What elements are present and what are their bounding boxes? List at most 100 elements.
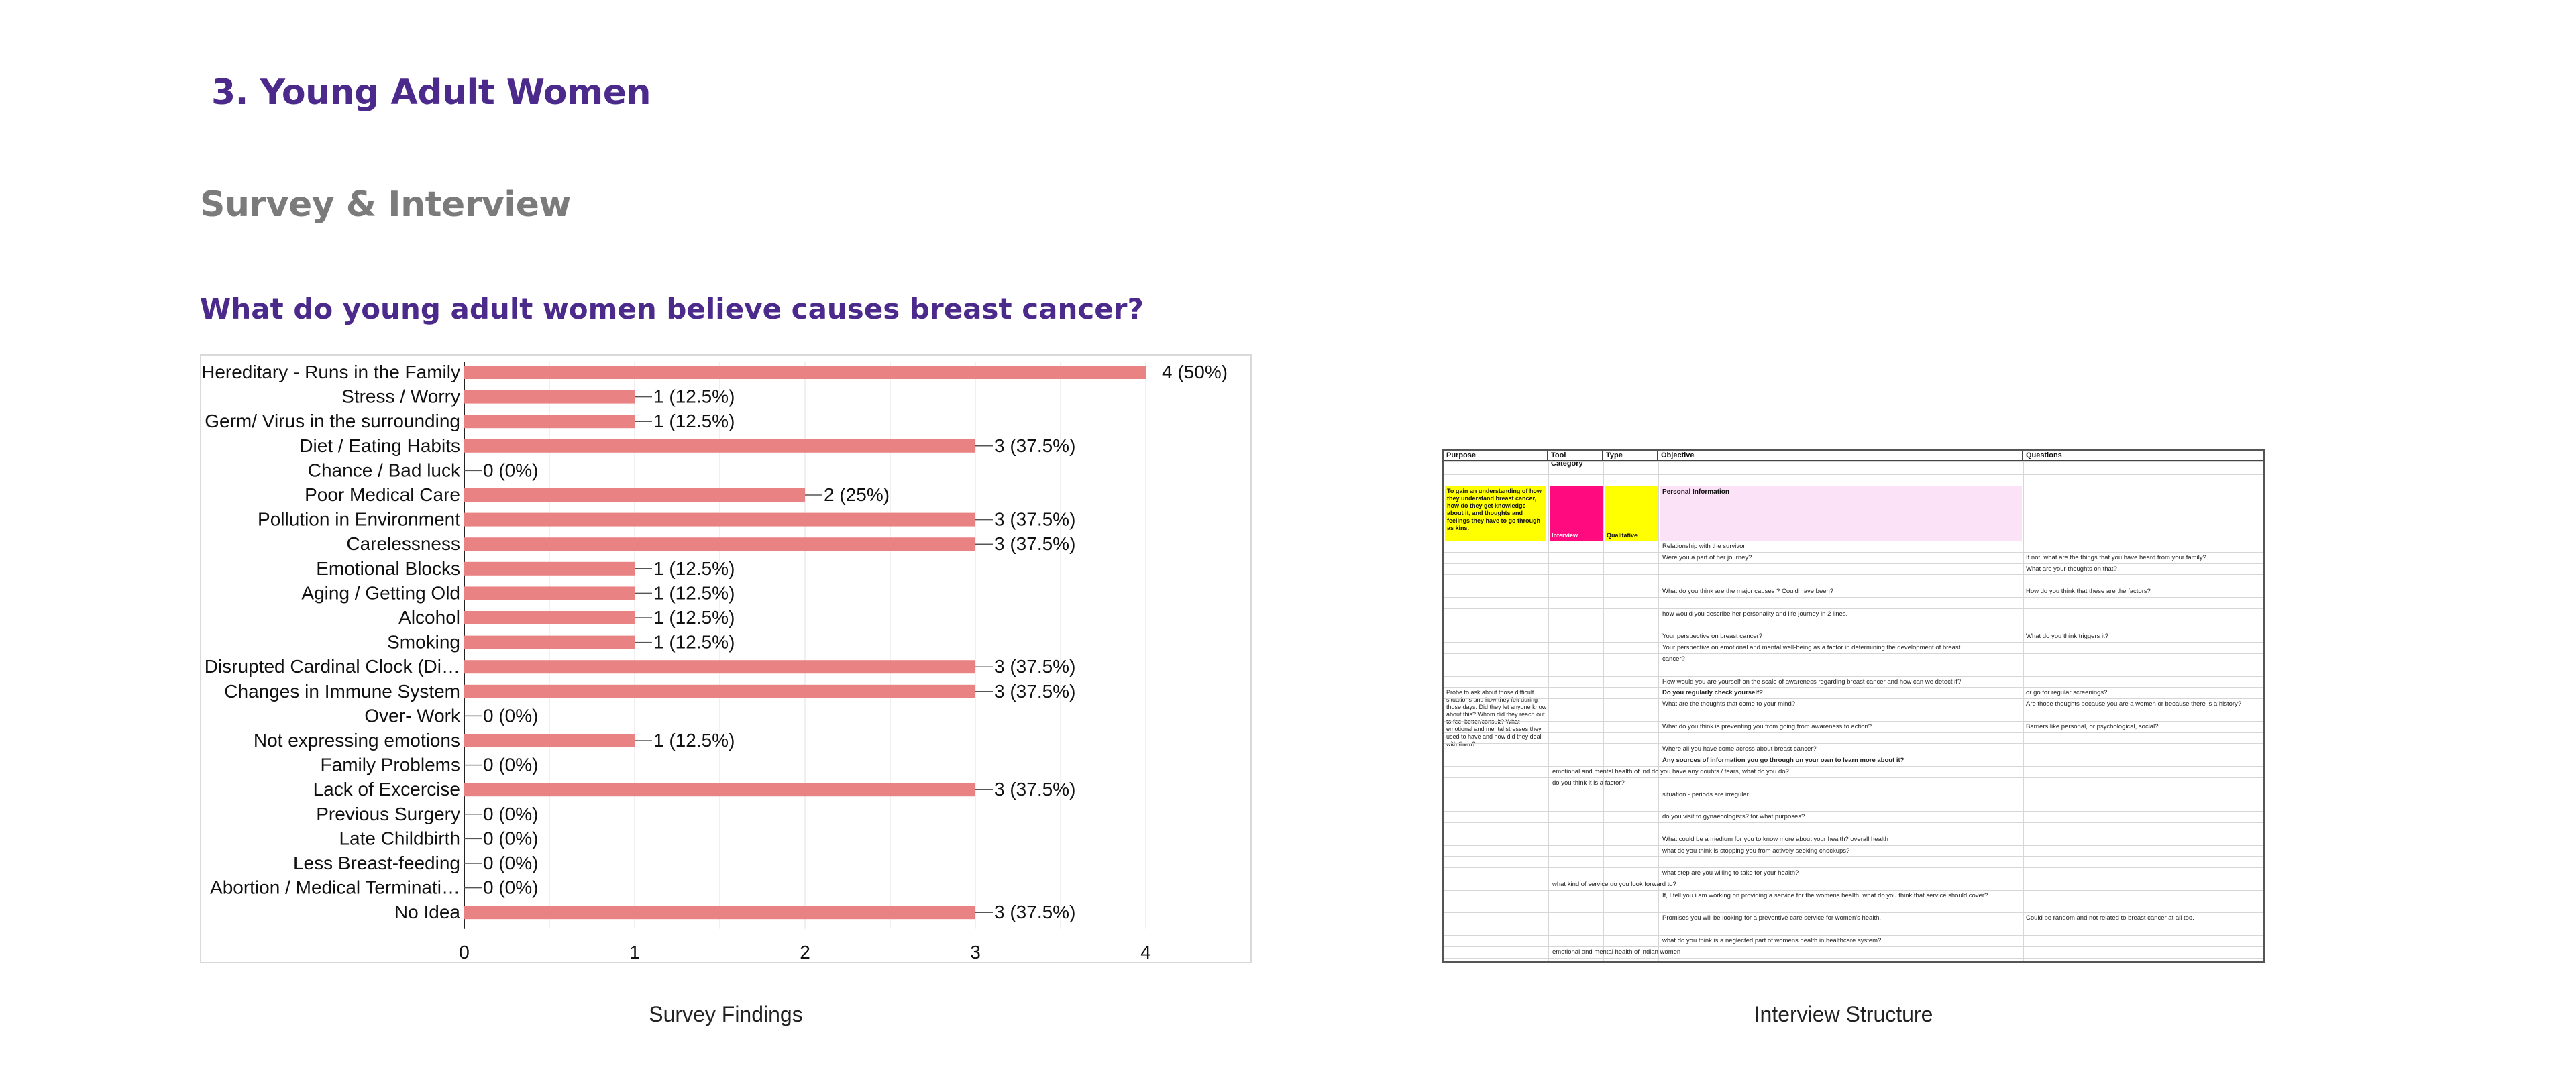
sheet-column-line	[1548, 461, 1549, 961]
chart-data-label: 1 (12.5%)	[653, 411, 735, 431]
chart-category-label: Changes in Immune System	[224, 681, 460, 702]
sheet-cell-text: Barriers like personal, or psychological…	[2026, 722, 2159, 730]
chart-data-label: 1 (12.5%)	[653, 632, 735, 653]
sheet-cell-text: do you visit to gynaecologists? for what…	[1662, 813, 1805, 821]
chart-category-label: Not expressing emotions	[254, 730, 460, 751]
chart-data-label: 0 (0%)	[483, 755, 538, 775]
chart-bar	[464, 660, 975, 674]
sheet-cell-text: What are the thoughts that come to your …	[1662, 700, 1796, 708]
sheet-cell-text: how would you describe her personality a…	[1662, 610, 1848, 618]
chart-category-label: Germ/ Virus in the surrounding	[205, 411, 460, 431]
chart-x-tick-label: 4	[1140, 942, 1151, 962]
chart-bar	[464, 488, 805, 502]
section-title: 3. Young Adult Women	[211, 72, 651, 113]
chart-x-tick-label: 3	[970, 942, 981, 962]
chart-category-label: Emotional Blocks	[316, 558, 460, 579]
chart-category-label: Lack of Excercise	[313, 779, 460, 800]
sheet-cell-text: situation - periods are irregular.	[1662, 790, 1750, 798]
chart-bar	[464, 439, 975, 453]
sheet-cell-text: What do you think triggers it?	[2026, 633, 2109, 641]
chart-category-label: Smoking	[387, 632, 460, 653]
sheet-header-purpose: Purpose	[1444, 451, 1548, 461]
chart-category-label: Late Childbirth	[339, 828, 460, 849]
chart-bar	[464, 366, 1146, 379]
chart-category-label: Alcohol	[398, 607, 460, 628]
caption-interview-structure: Interview Structure	[1754, 1002, 1933, 1026]
chart-data-label: 3 (37.5%)	[994, 509, 1075, 530]
sheet-row-line	[1444, 675, 2263, 677]
sheet-row-line	[1444, 777, 2263, 778]
sheet-row-line	[1444, 551, 2263, 553]
survey-chart: Hereditary - Runs in the Family 4 (50%) St…	[200, 354, 1252, 963]
sheet-cell-text: Could be random and not related to breas…	[2026, 914, 2194, 922]
chart-category-label: Over- Work	[364, 705, 461, 726]
sheet-type-cell: Qualitative	[1605, 486, 1658, 541]
chart-category-label: Diet / Eating Habits	[299, 435, 460, 456]
sheet-cell-text: Any sources of information you go throug…	[1662, 757, 1904, 765]
sheet-header-objective: Objective	[1658, 451, 2023, 461]
sheet-cell-text: Promises you will be looking for a preve…	[1662, 914, 1882, 922]
chart-data-label: 0 (0%)	[483, 804, 538, 824]
sheet-probe-text: Probe to ask about those difficult situa…	[1446, 689, 1547, 747]
sheet-cell-text: what step are you willing to take for yo…	[1662, 869, 1799, 877]
chart-category-label: Carelessness	[346, 533, 460, 554]
sheet-row-line	[1444, 844, 2263, 846]
chart-data-label: 1 (12.5%)	[653, 386, 735, 407]
sheet-cell-text: If not, what are the things that you hav…	[2026, 553, 2206, 561]
chart-data-label: 0 (0%)	[483, 828, 538, 849]
chart-data-label: 3 (37.5%)	[994, 681, 1075, 702]
chart-bar	[464, 783, 975, 797]
chart-bar	[464, 537, 975, 551]
sheet-row-line	[1444, 946, 2263, 947]
chart-bar	[464, 512, 975, 527]
sheet-row-line	[1444, 597, 2263, 598]
sheet-tool-text: Interview	[1552, 532, 1578, 539]
chart-data-label: 3 (37.5%)	[994, 779, 1075, 800]
chart-category-label: Abortion / Medical Terminati…	[210, 877, 460, 898]
sheet-type-text: Qualitative	[1607, 532, 1638, 539]
chart-category-label: Family Problems	[321, 755, 460, 775]
chart-bar	[464, 561, 635, 576]
sheet-row-line	[1444, 461, 2263, 462]
chart-data-label: 1 (12.5%)	[653, 730, 735, 751]
chart-x-tick-label: 1	[629, 942, 640, 962]
chart-category-label: Less Breast-feeding	[293, 853, 460, 873]
chart-data-label: 3 (37.5%)	[994, 656, 1075, 677]
chart-data-label: 2 (25%)	[824, 484, 890, 505]
sheet-row-line	[1444, 856, 2263, 857]
caption-survey-findings: Survey Findings	[649, 1002, 803, 1026]
chart-bar	[464, 734, 635, 747]
sheet-cell-text: What could be a medium for you to know m…	[1662, 835, 1888, 843]
sheet-row-line	[1444, 743, 2263, 745]
sheet-row-line	[1444, 957, 2263, 959]
chart-category-label: Aging / Getting Old	[301, 582, 460, 603]
chart-category-label: Pollution in Environment	[258, 509, 460, 530]
sheet-row-line	[1444, 912, 2263, 914]
sheet-cell-text: Do you regularly check yourself?	[1662, 689, 1763, 697]
sheet-header-tool-category: Tool Category	[1548, 451, 1603, 468]
sheet-cell-text: what kind of service do you look forward…	[1552, 881, 1676, 888]
sheet-cell-text: Relationship with the survivor	[1662, 543, 1746, 550]
sheet-row-line	[1444, 474, 2263, 475]
sheet-row-line	[1444, 608, 2263, 609]
sheet-cell-text: Were you a part of her journey?	[1662, 553, 1752, 561]
sheet-cell-text: Are those thoughts because you are a wom…	[2026, 700, 2242, 708]
sheet-column-line	[1658, 461, 1659, 961]
sheet-cell-text: cancer?	[1662, 655, 1685, 663]
sheet-header-questions: Questions	[2023, 451, 2263, 461]
sheet-cell-text: Your perspective on breast cancer?	[1662, 633, 1763, 641]
chart-category-label: Chance / Bad luck	[308, 459, 461, 480]
sheet-header-type: Type	[1603, 451, 1658, 461]
sheet-column-line	[2023, 461, 2024, 961]
sheet-cell-text: what do you think is stopping you from a…	[1662, 847, 1850, 855]
sheet-row-line	[1444, 653, 2263, 654]
sheet-cell-text: How do you think that these are the fact…	[2026, 588, 2151, 596]
sheet-row-line	[1444, 563, 2263, 564]
chart-bar	[464, 586, 635, 600]
sheet-row-line	[1444, 766, 2263, 767]
chart-category-label: Poor Medical Care	[305, 484, 460, 505]
chart-category-label: Hereditary - Runs in the Family	[201, 362, 460, 382]
interview-structure-sheet: Purpose Tool Category Type Objective Que…	[1442, 449, 2265, 963]
chart-x-tick-label: 2	[800, 942, 810, 962]
sheet-cell-text: Where all you have come across about bre…	[1662, 745, 1817, 753]
